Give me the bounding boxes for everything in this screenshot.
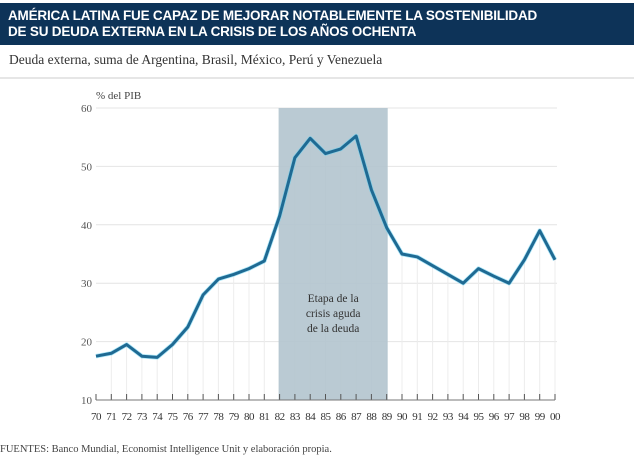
sources-note: FUENTES: Banco Mundial, Economist Intell… [0,444,332,455]
x-tick-label: 98 [519,411,530,423]
x-tick-label: 99 [535,411,546,423]
shaded-region-label: de la deuda [307,323,359,335]
x-tick-label: 79 [229,411,240,423]
x-tick-label: 84 [305,411,316,423]
x-tick-label: 71 [106,411,116,423]
x-tick-label: 86 [336,411,347,423]
y-tick-label: 50 [81,161,93,173]
x-tick-label: 94 [458,411,469,423]
y-tick-label: 60 [81,103,93,115]
x-tick-label: 81 [259,411,269,423]
x-tick-label: 82 [275,411,285,423]
x-tick-label: 89 [382,411,393,423]
x-tick-label: 75 [168,411,179,423]
x-tick-label: 85 [321,411,332,423]
y-axis-label: % del PIB [96,90,141,102]
x-tick-label: 80 [244,411,255,423]
chart-subtitle: Deuda externa, suma de Argentina, Brasil… [9,52,383,67]
shaded-region-label: Etapa de la [308,293,359,305]
x-tick-label: 72 [122,411,132,423]
x-tick-label: 91 [412,411,422,423]
x-tick-label: 77 [198,411,209,423]
x-tick-label: 87 [351,411,362,423]
shaded-region-label: crisis aguda [306,308,361,320]
y-tick-label: 40 [81,220,93,232]
x-tick-label: 90 [397,411,408,423]
y-tick-label: 20 [81,337,93,349]
x-tick-label: 74 [152,411,163,423]
title-line-1: AMÉRICA LATINA FUE CAPAZ DE MEJORAR NOTA… [8,8,538,23]
x-tick-label: 78 [213,411,224,423]
x-tick-label: 88 [366,411,377,423]
divider [0,77,634,79]
x-tick-label: 73 [137,411,148,423]
x-tick-label: 92 [428,411,438,423]
y-tick-label: 10 [81,395,93,407]
y-tick-label: 30 [81,278,93,290]
x-tick-label: 76 [183,411,194,423]
title-line-2: DE SU DEUDA EXTERNA EN LA CRISIS DE LOS … [8,24,417,39]
chart-title: AMÉRICA LATINA FUE CAPAZ DE MEJORAR NOTA… [0,3,634,45]
x-tick-label: 70 [91,411,102,423]
x-tick-label: 96 [489,411,500,423]
x-tick-label: 97 [504,411,515,423]
x-tick-label: 83 [290,411,301,423]
x-tick-label: 00 [550,411,561,423]
x-tick-label: 95 [474,411,485,423]
x-tick-label: 93 [443,411,454,423]
